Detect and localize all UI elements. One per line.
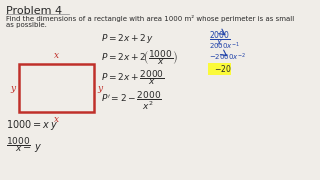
Text: $-2000x^{-2}$: $-2000x^{-2}$ xyxy=(209,52,246,63)
Text: y: y xyxy=(98,84,103,93)
Text: $P' = 2 - \dfrac{2000}{x^2}$: $P' = 2 - \dfrac{2000}{x^2}$ xyxy=(101,90,162,112)
Text: $1000 = x\,y$: $1000 = x\,y$ xyxy=(6,118,58,132)
Text: y: y xyxy=(10,84,15,93)
FancyBboxPatch shape xyxy=(208,62,231,75)
Text: $P = 2x + 2\!\left(\dfrac{1000}{x}\right)$: $P = 2x + 2\!\left(\dfrac{1000}{x}\right… xyxy=(101,48,178,67)
Text: $P = 2x + 2\,y$: $P = 2x + 2\,y$ xyxy=(101,32,154,45)
Bar xyxy=(19,64,94,112)
Text: x: x xyxy=(54,115,59,124)
Text: $\dfrac{2000}{x}$: $\dfrac{2000}{x}$ xyxy=(209,30,231,48)
Text: Find the dimensions of a rectangle with area 1000 m² whose perimeter is as small: Find the dimensions of a rectangle with … xyxy=(6,15,294,22)
Text: $-20$: $-20$ xyxy=(214,62,232,73)
Text: $\dfrac{1000}{x}$: $\dfrac{1000}{x}$ xyxy=(6,135,31,154)
Text: $2000x^{-1}$: $2000x^{-1}$ xyxy=(209,41,240,52)
Text: $P = 2x + \dfrac{2000}{x}$: $P = 2x + \dfrac{2000}{x}$ xyxy=(101,68,164,87)
Text: x: x xyxy=(54,51,59,60)
Text: $= \,y$: $= \,y$ xyxy=(21,142,43,154)
Text: Problem 4: Problem 4 xyxy=(6,6,62,16)
Text: as possible.: as possible. xyxy=(6,22,47,28)
